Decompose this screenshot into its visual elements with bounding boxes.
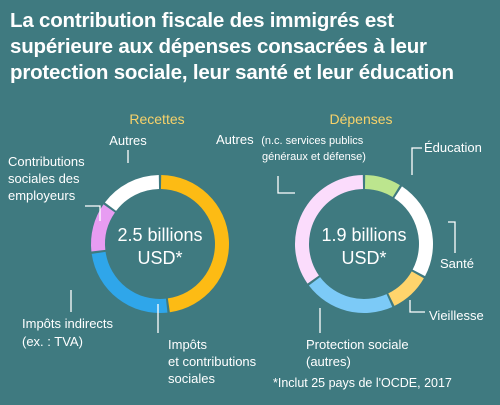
label-indirects-line1: Impôts indirects — [22, 316, 114, 331]
donut-slice-1-4 — [295, 175, 364, 284]
donut-recettes — [91, 175, 229, 313]
chart-heading-recettes: Recettes — [129, 111, 184, 127]
label-contrib-line3: employeurs — [8, 188, 76, 203]
center-unit-recettes: USD* — [137, 248, 182, 268]
leader-line-sante — [448, 221, 456, 253]
leader-line-education — [411, 147, 422, 175]
leader-lines — [70, 147, 456, 333]
label-contrib-line1: Contributions — [8, 154, 85, 169]
donut-slice-0-2 — [91, 204, 115, 252]
chart-title: La contribution fiscale des immigrés est… — [10, 9, 454, 84]
donut-slice-1-3 — [308, 277, 393, 313]
label-autres-recettes: Autres — [109, 133, 147, 148]
label-protection-line2: (autres) — [306, 354, 351, 369]
leader-line-contrib — [85, 205, 101, 221]
label-protection-line1: Protection sociale — [306, 337, 409, 352]
label-education: Éducation — [424, 140, 482, 155]
label-contrib-line2: sociales des — [8, 171, 80, 186]
label-impots-line1: Impôts — [168, 337, 208, 352]
label-impots-line2: et contributions — [168, 354, 257, 369]
label-autres-depenses-line2: généraux et défense) — [262, 151, 366, 163]
donut-slice-0-3 — [104, 175, 160, 211]
label-sante: Santé — [440, 256, 474, 271]
label-vieillesse: Vieillesse — [429, 308, 484, 323]
center-value-depenses: 1.9 billions — [321, 225, 406, 245]
center-value-recettes: 2.5 billions — [117, 225, 202, 245]
label-autres-depenses-line1: Autres (n.c. services publics — [216, 132, 364, 147]
footnote: *Inclut 25 pays de l'OCDE, 2017 — [273, 376, 452, 390]
label-autres-depenses-note: (n.c. services publics — [261, 135, 364, 147]
donut-slice-0-0 — [160, 175, 229, 313]
label-impots-line3: sociales — [168, 371, 215, 386]
donut-slice-1-1 — [394, 186, 433, 277]
label-autres-depenses-word: Autres — [216, 132, 254, 147]
donut-slice-0-1 — [91, 251, 168, 313]
donut-slice-1-0 — [364, 175, 400, 198]
label-indirects-line2: (ex. : TVA) — [22, 334, 83, 349]
leader-line-vieillesse — [409, 300, 425, 313]
chart-heading-depenses: Dépenses — [329, 111, 392, 127]
center-unit-depenses: USD* — [341, 248, 386, 268]
donut-depenses — [295, 175, 433, 313]
donut-slice-1-2 — [388, 271, 424, 306]
leader-line-autres-depenses — [277, 176, 295, 194]
